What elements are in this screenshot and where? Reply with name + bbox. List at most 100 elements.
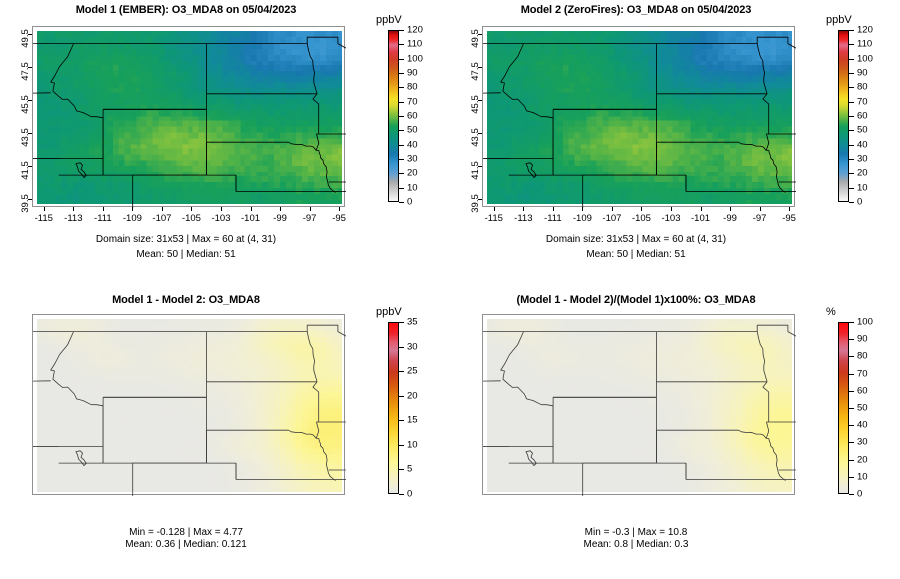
x-tick-mark bbox=[789, 207, 791, 211]
difference-raster bbox=[37, 319, 342, 492]
colorbar-tick-mark bbox=[849, 58, 854, 60]
colorbar-tick-mark bbox=[399, 58, 404, 60]
colorbar-tick-label: 90 bbox=[857, 67, 868, 79]
colorbar-tick-label: 100 bbox=[407, 53, 423, 65]
colorbar-tick-label: 100 bbox=[857, 53, 873, 65]
x-tick-mark bbox=[493, 207, 495, 211]
colorbar-tick-label: 10 bbox=[407, 439, 418, 451]
colorbar-tick-mark bbox=[399, 420, 404, 422]
panel-title: (Model 1 - Model 2)/(Model 1)x100%: O3_M… bbox=[516, 294, 756, 306]
panel-caption-line1: Domain size: 31x53 | Max = 60 at (4, 31) bbox=[545, 234, 727, 245]
colorbar-tick-label: 10 bbox=[857, 182, 868, 194]
colorbar-tick-label: 0 bbox=[407, 488, 413, 500]
colorbar-tick-mark bbox=[399, 130, 404, 132]
colorbar-tick-label: 40 bbox=[857, 139, 868, 151]
colorbar-tick-mark bbox=[849, 459, 854, 461]
panel-caption-line1: Domain size: 31x53 | Max = 60 at (4, 31) bbox=[95, 234, 277, 245]
x-tick-label: -111 bbox=[544, 213, 562, 224]
colorbar-tick-label: 0 bbox=[857, 488, 863, 500]
colorbar-tick-mark bbox=[849, 173, 854, 175]
panel-caption-line2: Mean: 50 | Median: 51 bbox=[586, 249, 686, 260]
colorbar-tick-label: 15 bbox=[407, 414, 418, 426]
x-tick-mark bbox=[670, 207, 672, 211]
ozone-raster bbox=[487, 31, 792, 204]
colorbar-tick-label: 110 bbox=[407, 38, 423, 50]
x-axis: -115 -113 -111 -109 -107 -105 -103 -101 -99 -97 -9… bbox=[482, 207, 796, 229]
colorbar-tick-mark bbox=[399, 30, 404, 31]
y-tick-label: 47.5 bbox=[469, 62, 481, 81]
colorbar-tick-mark bbox=[849, 202, 854, 203]
x-tick-mark bbox=[582, 207, 584, 211]
y-tick-mark bbox=[478, 132, 482, 134]
colorbar-label: ppbV bbox=[826, 14, 852, 26]
y-tick-mark bbox=[28, 100, 32, 102]
colorbar-tick-label: 35 bbox=[407, 316, 418, 328]
colorbar-tick-label: 20 bbox=[857, 454, 868, 466]
y-tick-mark bbox=[28, 198, 32, 200]
x-tick-label: -105 bbox=[181, 213, 201, 224]
x-tick-label: -97 bbox=[752, 213, 767, 224]
x-tick-mark bbox=[309, 207, 311, 211]
panel-caption-line2: Mean: 0.8 | Median: 0.3 bbox=[583, 539, 689, 550]
colorbar-tick-mark bbox=[849, 73, 854, 74]
y-tick-mark bbox=[478, 198, 482, 200]
colorbar-ticks: 0 5 10 15 20 25 30 35 bbox=[399, 317, 439, 500]
x-tick-label: -97 bbox=[302, 213, 317, 224]
colorbar-tick-mark bbox=[849, 87, 854, 89]
colorbar-tick-mark bbox=[849, 356, 854, 358]
x-tick-mark bbox=[73, 207, 75, 211]
colorbar-tick-mark bbox=[849, 116, 854, 117]
panel-difference: Model 1 - Model 2: O3_MDA8 Min = -0.128 … bbox=[0, 290, 450, 579]
map-plot-area bbox=[32, 26, 346, 208]
x-tick-mark bbox=[523, 207, 525, 211]
panel-caption-line2: Mean: 0.36 | Median: 0.121 bbox=[125, 539, 247, 550]
colorbar-tick-label: 5 bbox=[407, 463, 413, 475]
colorbar-tick-mark bbox=[399, 173, 404, 175]
map-plot-area bbox=[32, 314, 346, 496]
x-tick-label: -107 bbox=[152, 213, 172, 224]
colorbar-tick-label: 90 bbox=[407, 67, 418, 79]
colorbar-tick-label: 60 bbox=[407, 110, 418, 122]
x-axis: -115 -113 -111 -109 -107 -105 -103 -101 -99 -97 -9… bbox=[32, 207, 346, 229]
y-tick-mark bbox=[478, 100, 482, 102]
x-tick-mark bbox=[552, 207, 554, 211]
colorbar-tick-label: 90 bbox=[857, 333, 868, 345]
colorbar-tick-label: 70 bbox=[857, 96, 868, 108]
y-tick-label: 41.5 bbox=[469, 161, 481, 180]
panel-percent-difference: (Model 1 - Model 2)/(Model 1)x100%: O3_M… bbox=[450, 290, 900, 579]
x-tick-mark bbox=[611, 207, 613, 211]
colorbar-tick-mark bbox=[399, 494, 404, 495]
colorbar-tick-mark bbox=[399, 87, 404, 89]
colorbar-tick-mark bbox=[849, 442, 854, 444]
colorbar-tick-label: 120 bbox=[857, 24, 873, 36]
panel-title: Model 2 (ZeroFires): O3_MDA8 on 05/04/20… bbox=[520, 4, 752, 16]
colorbar-tick-mark bbox=[849, 187, 854, 189]
x-tick-mark bbox=[339, 207, 341, 211]
colorbar-tick-label: 60 bbox=[857, 110, 868, 122]
colorbar-tick-label: 10 bbox=[857, 471, 868, 483]
colorbar-tick-mark bbox=[399, 395, 404, 397]
colorbar-tick-mark bbox=[849, 322, 854, 323]
colorbar-tick-mark bbox=[849, 30, 854, 31]
y-axis: 39.5 41.5 43.5 45.5 47.5 49.5 bbox=[452, 26, 482, 213]
colorbar-tick-mark bbox=[399, 444, 404, 446]
colorbar-tick-label: 30 bbox=[857, 436, 868, 448]
colorbar-tick-label: 20 bbox=[407, 390, 418, 402]
colorbar-tick-mark bbox=[399, 159, 404, 160]
colorbar-tick-label: 30 bbox=[407, 153, 418, 165]
x-tick-label: -95 bbox=[782, 213, 796, 224]
x-tick-label: -113 bbox=[64, 213, 83, 224]
x-tick-label: -99 bbox=[273, 213, 287, 224]
colorbar-label: ppbV bbox=[376, 14, 402, 26]
colorbar-tick-label: 20 bbox=[857, 167, 868, 179]
y-tick-label: 43.5 bbox=[19, 128, 31, 147]
colorbar-label: % bbox=[826, 306, 836, 318]
x-tick-label: -95 bbox=[332, 213, 346, 224]
y-tick-label: 45.5 bbox=[19, 95, 31, 114]
y-tick-mark bbox=[28, 34, 32, 36]
x-tick-label: -113 bbox=[514, 213, 533, 224]
y-tick-mark bbox=[478, 67, 482, 69]
x-tick-label: -111 bbox=[94, 213, 112, 224]
panel-caption-line1: Min = -0.3 | Max = 10.8 bbox=[584, 527, 688, 538]
